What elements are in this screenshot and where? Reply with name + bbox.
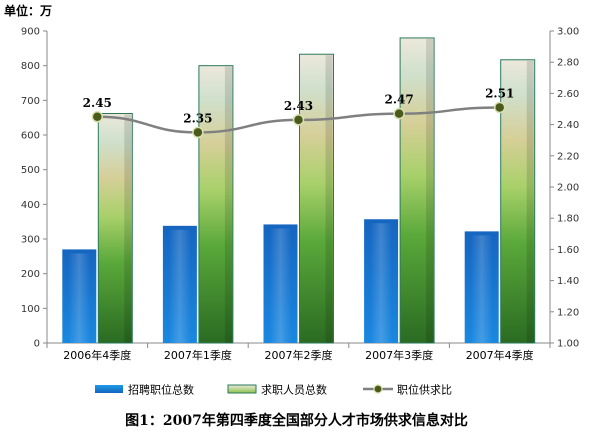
y-right-tick-label: 2.60 xyxy=(557,89,579,100)
y-left-tick-label: 900 xyxy=(21,27,40,38)
ratio-data-label: 2.35 xyxy=(183,111,212,125)
y-right-tick-label: 1.80 xyxy=(557,214,579,225)
applicant-bar xyxy=(97,113,133,344)
y-right-tick-label: 1.60 xyxy=(557,245,579,256)
y-right-tick-label: 2.20 xyxy=(557,151,579,162)
x-category-label: 2007年1季度 xyxy=(164,348,232,362)
y-left-tick-label: 100 xyxy=(21,304,40,315)
y-right-tick-label: 1.20 xyxy=(557,307,579,318)
applicant-bar xyxy=(299,53,334,344)
y-right-tick-label: 3.00 xyxy=(557,27,579,38)
applicant-bar xyxy=(198,65,234,344)
x-category-label: 2007年4季度 xyxy=(466,348,534,362)
y-right-tick-label: 1.40 xyxy=(557,276,579,287)
applicant-bar-shade xyxy=(325,55,333,344)
y-right-tick-label: 2.40 xyxy=(557,120,579,131)
ratio-line: 2.45 2.35 2.43 2.47 2.51 xyxy=(83,86,514,139)
legend-label-ratio: 职位供求比 xyxy=(397,383,452,397)
y-left-tick-label: 200 xyxy=(21,269,40,280)
y-right-tick-label: 1.00 xyxy=(557,339,579,350)
legend-swatch-applicant xyxy=(227,384,257,394)
ratio-data-label: 2.43 xyxy=(284,99,313,113)
ratio-point xyxy=(91,111,104,123)
recruit-bar-highlight xyxy=(168,229,191,343)
bars xyxy=(62,37,536,344)
x-category-label: 2006年4季度 xyxy=(63,348,131,362)
y-left-tick-label: 600 xyxy=(21,131,40,142)
y-left-tick-label: 0 xyxy=(34,339,40,350)
recruit-bar-highlight xyxy=(269,228,292,343)
applicant-bar-shade xyxy=(224,66,232,344)
applicant-bar-shade xyxy=(426,38,434,343)
y-left-tick-label: 300 xyxy=(21,235,40,246)
unit-label: 单位：万 xyxy=(4,4,53,18)
y-left-tick-label: 700 xyxy=(21,96,40,107)
axes: 0 100 200 300 400 500 600 700 800 900 1.00 1.20 1.40… xyxy=(21,27,579,363)
y-right-tick-label: 2.00 xyxy=(557,183,579,194)
y-left-tick-label: 400 xyxy=(21,200,40,211)
recruit-bar-highlight xyxy=(68,253,91,343)
ratio-point xyxy=(393,107,405,120)
ratio-point xyxy=(493,101,506,114)
y-right-tick-label: 2.80 xyxy=(557,58,579,69)
applicant-bar xyxy=(399,37,435,344)
ratio-data-label: 2.45 xyxy=(83,96,112,110)
ratio-data-label: 2.51 xyxy=(485,86,514,100)
applicant-bar-shade xyxy=(526,60,534,343)
y-left-tick-label: 500 xyxy=(21,165,40,176)
legend: 招聘职位总数 求职人员总数 职位供求比 xyxy=(95,383,452,397)
applicant-bar xyxy=(500,59,536,344)
ratio-point xyxy=(292,114,305,126)
legend-swatch-ratio-marker xyxy=(373,384,383,394)
applicant-bar-shade xyxy=(124,114,132,343)
legend-label-applicant: 求职人员总数 xyxy=(261,383,327,397)
recruit-bar-highlight xyxy=(470,235,493,343)
x-category-label: 2007年3季度 xyxy=(365,348,433,362)
ratio-data-label: 2.47 xyxy=(384,93,413,107)
ratio-point xyxy=(192,126,204,139)
x-category-label: 2007年2季度 xyxy=(265,348,333,362)
chart-caption: 图1：2007年第四季度全国部分人才市场供求信息对比 xyxy=(125,413,468,429)
legend-label-recruit: 招聘职位总数 xyxy=(128,383,194,397)
y-left-tick-label: 800 xyxy=(21,61,40,72)
recruit-bar-highlight xyxy=(370,223,393,343)
supply-demand-chart: 0 100 200 300 400 500 600 700 800 900 1.00 1.20 1.40… xyxy=(21,27,579,397)
legend-swatch-recruit xyxy=(95,385,123,393)
